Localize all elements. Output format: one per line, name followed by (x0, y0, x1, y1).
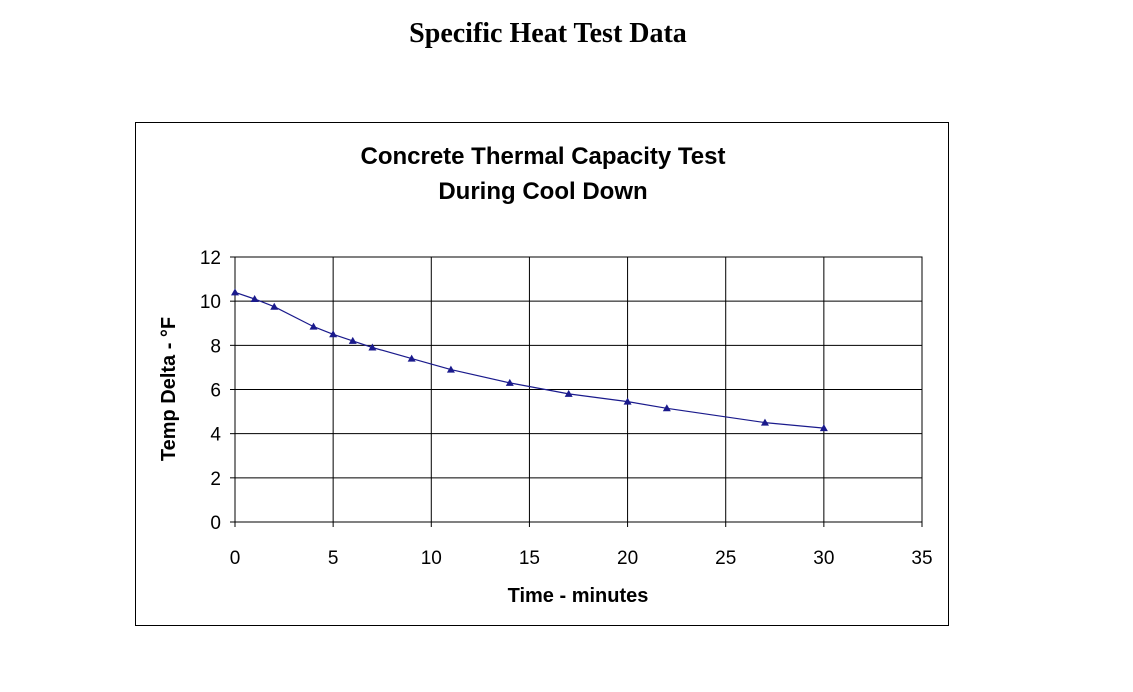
data-point (623, 397, 632, 405)
chart-frame (135, 122, 949, 626)
tick-layer: 0 2 4 6 8 10 12 0 5 10 15 20 25 30 35 (200, 248, 933, 569)
x-tick-label: 0 (230, 548, 241, 569)
y-tick-label: 6 (210, 381, 221, 402)
data-point (309, 322, 318, 330)
y-tick-label: 2 (210, 469, 221, 490)
x-tick-label: 35 (911, 548, 932, 569)
data-point (231, 288, 239, 296)
chart-title-line-1: Concrete Thermal Capacity Test (360, 143, 725, 170)
series-layer (231, 288, 828, 432)
y-axis-label: Temp Delta - °F (158, 317, 180, 461)
x-axis-label: Time - minutes (508, 585, 649, 607)
data-point (368, 343, 377, 351)
chart-title-line-2: During Cool Down (438, 178, 647, 205)
data-point (819, 424, 828, 432)
x-tick-label: 10 (421, 548, 442, 569)
data-point (329, 330, 338, 338)
data-point (505, 378, 514, 386)
data-point (348, 336, 357, 344)
y-tick-label: 12 (200, 248, 221, 269)
data-point (250, 294, 259, 302)
y-tick-label: 4 (210, 425, 221, 446)
y-tick-label: 0 (210, 513, 221, 534)
data-point (564, 389, 573, 397)
x-tick-label: 25 (715, 548, 736, 569)
y-tick-label: 10 (200, 292, 221, 313)
page-heading: Specific Heat Test Data (409, 18, 687, 49)
data-point (446, 365, 455, 373)
x-tick-label: 30 (813, 548, 834, 569)
x-tick-label: 15 (519, 548, 540, 569)
grid-layer (234, 256, 923, 523)
y-tick-label: 8 (210, 336, 221, 357)
data-point (662, 404, 671, 412)
data-point (270, 302, 279, 310)
data-point (760, 418, 769, 426)
data-point (407, 354, 416, 362)
x-tick-label: 20 (617, 548, 638, 569)
x-tick-label: 5 (328, 548, 339, 569)
